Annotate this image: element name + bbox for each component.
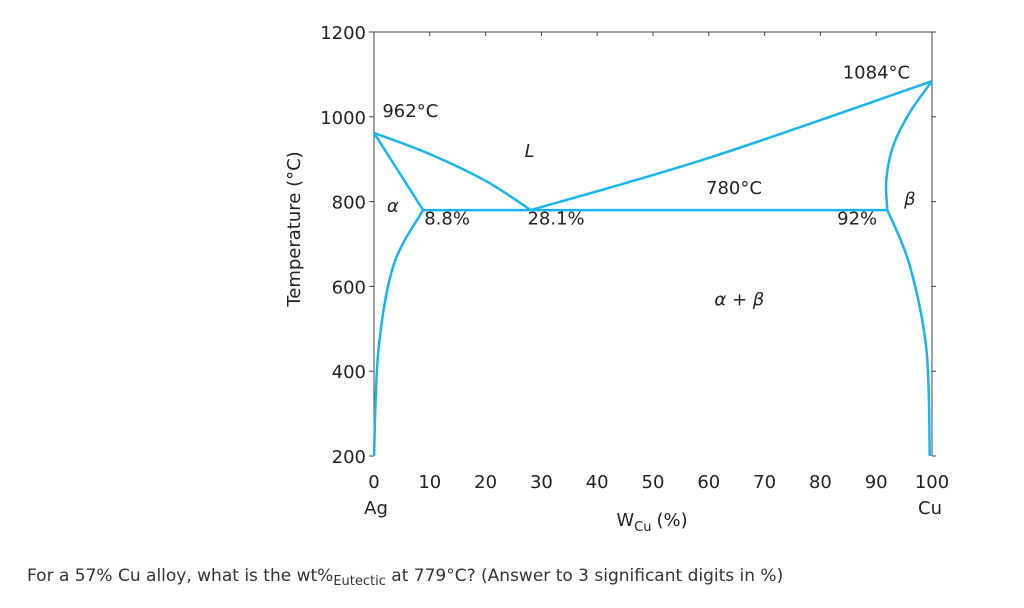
x-tick-label-0: 0 (368, 472, 379, 493)
axis-ticks (369, 31, 936, 457)
question-prefix: For a 57% Cu alloy, what is the wt% (27, 566, 334, 586)
annotation-6: 8.8% (424, 208, 470, 229)
x-tick-label-80: 80 (809, 472, 832, 493)
annotation-1: 1084°C (843, 63, 910, 84)
question-suffix: at 779°C? (Answer to 3 significant digit… (385, 566, 784, 586)
y-axis-label: Temperature (°C) (284, 151, 305, 307)
y-tick-label-1200: 1200 (320, 23, 366, 44)
liquidus-left (373, 131, 532, 212)
x-tick-label-90: 90 (865, 472, 888, 493)
annotation-5: β (903, 189, 916, 210)
x-axis-label: WCu (%) (616, 510, 687, 535)
annotation-3: 780°C (706, 178, 762, 199)
x-axis-label-sub: Cu (634, 520, 651, 535)
y-tick-label-1000: 1000 (320, 108, 366, 129)
annotation-2: L (525, 141, 535, 162)
annotation-4: α (387, 196, 399, 217)
annotation-8: 92% (837, 208, 877, 229)
annotation-7: 28.1% (527, 208, 584, 229)
x-tick-label-30: 30 (530, 472, 553, 493)
phase-diagram: 200 400 600 800 1000 1200 0 10 20 30 40 50 60 70 80 90 1… (284, 23, 949, 535)
phase-boundaries (372, 80, 934, 457)
region-annotations: 962°C 1084°C L 780°C α β 8.8% 28.1% 92% α + β (382, 63, 915, 311)
x-tick-label-40: 40 (586, 472, 609, 493)
x-axis-label-main: W (616, 510, 634, 531)
question-subscript: Eutectic (333, 574, 386, 589)
x-tick-label-60: 60 (697, 472, 720, 493)
annotation-0: 962°C (382, 101, 438, 122)
y-tick-label-200: 200 (332, 447, 366, 468)
x-tick-label-70: 70 (753, 472, 776, 493)
x-axis-label-unit: (%) (656, 510, 687, 531)
solvus-right (886, 209, 932, 457)
solvus-left (372, 209, 425, 457)
liquidus-right (530, 80, 933, 212)
annotation-9: α + β (714, 289, 764, 310)
solidus-left (372, 132, 425, 211)
y-tick-label-400: 400 (332, 362, 366, 383)
tick-labels: 200 400 600 800 1000 1200 0 10 20 30 40 50 60 70 80 90 1… (320, 23, 949, 493)
x-end-label-right: Cu (918, 498, 942, 519)
y-tick-label-800: 800 (332, 193, 366, 214)
x-tick-label-50: 50 (642, 472, 665, 493)
x-tick-label-10: 10 (418, 472, 441, 493)
x-tick-label-20: 20 (474, 472, 497, 493)
solidus-right (884, 80, 934, 211)
x-tick-label-100: 100 (915, 472, 949, 493)
question-text: For a 57% Cu alloy, what is the wt%Eutec… (27, 566, 1007, 589)
y-tick-label-600: 600 (332, 277, 366, 298)
x-end-label-left: Ag (364, 498, 388, 519)
